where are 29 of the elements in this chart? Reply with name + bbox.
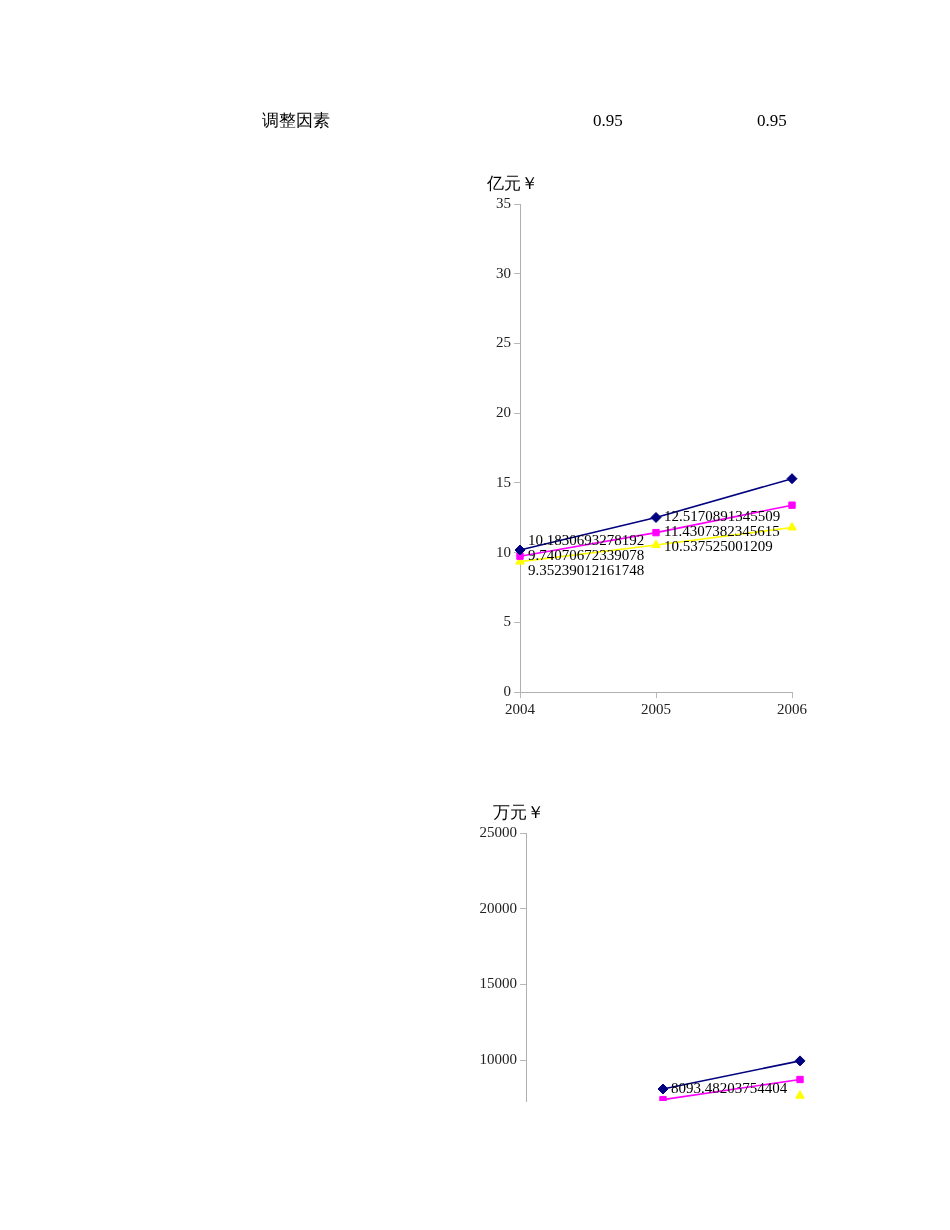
y-tick-label: 10 (496, 543, 511, 560)
y-tick-label: 25 (496, 334, 511, 351)
y-tick-label: 20 (496, 404, 511, 421)
text: 0.95 (593, 110, 623, 132)
data-label: 9.35239012161748 (528, 561, 645, 578)
y-tick-label: 0 (503, 682, 511, 699)
point (788, 501, 796, 509)
point (650, 511, 662, 523)
y-tick-label: 10000 (479, 1051, 517, 1068)
point (652, 528, 660, 537)
y-tick-label: 15 (496, 473, 511, 490)
point (787, 521, 797, 531)
y-tick-label: 5 (503, 613, 511, 630)
point (514, 544, 526, 556)
text: 0.95 (757, 110, 787, 132)
y-tick-label: 35 (496, 194, 511, 211)
y-axis-title: 万元￥ (492, 803, 544, 823)
y-tick-label: 15000 (479, 975, 517, 992)
y-tick-label: 25000 (479, 823, 517, 840)
point (651, 539, 661, 549)
text: 调整因素 (262, 110, 330, 132)
x-tick-label: 2005 (641, 700, 671, 717)
x-tick-label: 2006 (777, 700, 808, 717)
y-axis-title: 亿元￥ (485, 174, 538, 194)
y-tick-label: 30 (496, 264, 511, 281)
point (786, 473, 798, 485)
y-tick-label: 20000 (479, 899, 517, 916)
data-label: 10.537525001209 (664, 537, 773, 554)
x-tick-label: 2004 (505, 700, 536, 717)
